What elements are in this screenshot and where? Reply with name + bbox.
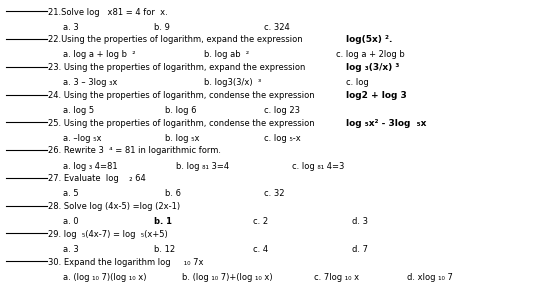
Text: 24. Using the properties of logarithm, condense the expression: 24. Using the properties of logarithm, c… [48, 91, 315, 100]
Text: b. log ₅x: b. log ₅x [165, 134, 200, 143]
Text: a. 5: a. 5 [63, 189, 79, 198]
Text: b. 9: b. 9 [154, 23, 170, 32]
Text: b. log 6: b. log 6 [165, 106, 196, 115]
Text: c. log 23: c. log 23 [264, 106, 300, 115]
Text: 27. Evaluate  log    ₂ 64: 27. Evaluate log ₂ 64 [48, 174, 146, 183]
Text: c. log a + 2log b: c. log a + 2log b [336, 50, 404, 59]
Text: 28. Solve log (4x-5) =log (2x-1): 28. Solve log (4x-5) =log (2x-1) [48, 202, 180, 211]
Text: c. 32: c. 32 [264, 189, 284, 198]
Text: 25. Using the properties of logarithm, condense the expression: 25. Using the properties of logarithm, c… [48, 119, 315, 128]
Text: d. xlog ₁₀ 7: d. xlog ₁₀ 7 [407, 273, 453, 282]
Text: 22.Using the properties of logarithm, expand the expression: 22.Using the properties of logarithm, ex… [48, 35, 303, 44]
Text: log ₅x² - 3log  ₅x: log ₅x² - 3log ₅x [346, 119, 427, 128]
Text: c. 4: c. 4 [253, 245, 268, 254]
Text: 23. Using the properties of logarithm, expand the expression: 23. Using the properties of logarithm, e… [48, 63, 306, 72]
Text: a. log 5: a. log 5 [63, 106, 95, 115]
Text: c. log ₈₁ 4=3: c. log ₈₁ 4=3 [292, 162, 344, 171]
Text: a. 3 – 3log ₃x: a. 3 – 3log ₃x [63, 78, 118, 87]
Text: 30. Expand the logarithm log     ₁₀ 7x: 30. Expand the logarithm log ₁₀ 7x [48, 258, 204, 267]
Text: b. 6: b. 6 [165, 189, 181, 198]
Text: c. 7log ₁₀ x: c. 7log ₁₀ x [314, 273, 359, 282]
Text: a. –log ₅x: a. –log ₅x [63, 134, 102, 143]
Text: c. log: c. log [346, 78, 369, 87]
Text: b. 1: b. 1 [154, 217, 172, 226]
Text: log(5x) ².: log(5x) ². [346, 35, 393, 44]
Text: a. 0: a. 0 [63, 217, 79, 226]
Text: a. 3: a. 3 [63, 23, 79, 32]
Text: a. log a + log b  ²: a. log a + log b ² [63, 50, 136, 59]
Text: a. 3: a. 3 [63, 245, 79, 254]
Text: b. (log ₁₀ 7)+(log ₁₀ x): b. (log ₁₀ 7)+(log ₁₀ x) [182, 273, 272, 282]
Text: log ₃(3/x) ³: log ₃(3/x) ³ [346, 63, 400, 72]
Text: c. log ₅-x: c. log ₅-x [264, 134, 301, 143]
Text: 26. Rewrite 3  ⁴ = 81 in logarithmic form.: 26. Rewrite 3 ⁴ = 81 in logarithmic form… [48, 146, 222, 156]
Text: b. log3(3/x)  ³: b. log3(3/x) ³ [204, 78, 261, 87]
Text: d. 7: d. 7 [352, 245, 368, 254]
Text: c. 324: c. 324 [264, 23, 290, 32]
Text: log2 + log 3: log2 + log 3 [346, 91, 407, 100]
Text: b. 12: b. 12 [154, 245, 175, 254]
Text: 21.Solve log   x81 = 4 for  x.: 21.Solve log x81 = 4 for x. [48, 8, 168, 17]
Text: b. log ab  ²: b. log ab ² [204, 50, 249, 59]
Text: a. (log ₁₀ 7)(log ₁₀ x): a. (log ₁₀ 7)(log ₁₀ x) [63, 273, 147, 282]
Text: 29. log  ₅(4x-7) = log  ₅(x+5): 29. log ₅(4x-7) = log ₅(x+5) [48, 230, 168, 239]
Text: b. log ₈₁ 3=4: b. log ₈₁ 3=4 [176, 162, 229, 171]
Text: d. 3: d. 3 [352, 217, 368, 226]
Text: c. 2: c. 2 [253, 217, 268, 226]
Text: a. log ₃ 4=81: a. log ₃ 4=81 [63, 162, 118, 171]
